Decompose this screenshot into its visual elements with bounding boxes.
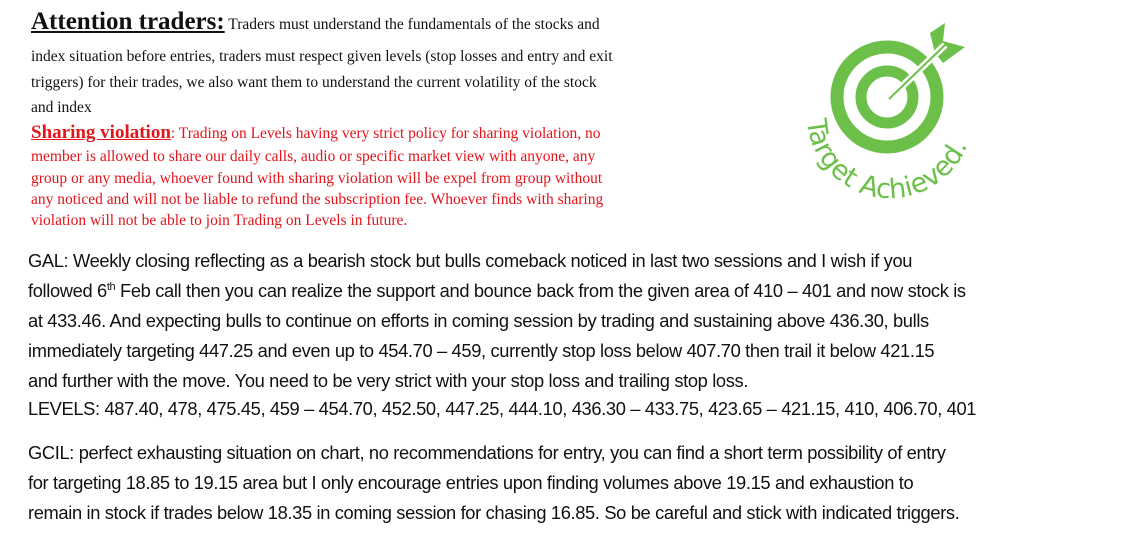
notice-line: Attention traders: Traders must understa…: [31, 8, 600, 36]
notice-text: Traders must understand the fundamentals…: [224, 16, 600, 33]
sharing-line: group or any media, whoever found with s…: [31, 170, 603, 187]
target-achieved-logo: Target Achieved.: [800, 23, 974, 205]
gal-levels: LEVELS: 487.40, 478, 475.45, 459 – 454.7…: [28, 398, 977, 419]
gcil-line: remain in stock if trades below 18.35 in…: [28, 502, 960, 523]
gcil-line: GCIL: perfect exhausting situation on ch…: [28, 442, 946, 463]
gcil-line: for targeting 18.85 to 19.15 area but I …: [28, 472, 914, 493]
sharing-line: member is allowed to share our daily cal…: [31, 148, 596, 165]
sharing-text: : Trading on Levels having very strict p…: [170, 125, 601, 142]
gal-line: GAL: Weekly closing reflecting as a bear…: [28, 250, 913, 271]
logo-text: Target Achieved.: [800, 116, 974, 205]
arrow-icon: [886, 23, 965, 102]
gal-line: immediately targeting 447.25 and even up…: [28, 340, 935, 361]
notice-line: triggers) for their trades, we also want…: [31, 74, 597, 91]
gal-text: followed 6: [28, 280, 107, 301]
notice-line: and index: [31, 99, 92, 116]
gal-sup: th: [106, 280, 116, 293]
gal-line: and further with the move. You need to b…: [28, 370, 749, 391]
notice-line: index situation before entries, traders …: [31, 48, 613, 65]
target-inner-ring: [855, 65, 919, 129]
attention-title: Attention traders:: [31, 8, 225, 35]
sharing-line: any noticed and will not be liable to re…: [31, 191, 604, 208]
sharing-line: Sharing violation: Trading on Levels hav…: [31, 122, 601, 144]
gal-line: followed 6th Feb call then you can reali…: [28, 280, 966, 302]
gal-text: Feb call then you can realize the suppor…: [115, 280, 966, 301]
sharing-title: Sharing violation: [31, 122, 171, 143]
gal-line: at 433.46. And expecting bulls to contin…: [28, 310, 929, 331]
target-outer-ring: [830, 40, 944, 154]
sharing-line: violation will not be able to join Tradi…: [31, 212, 408, 229]
